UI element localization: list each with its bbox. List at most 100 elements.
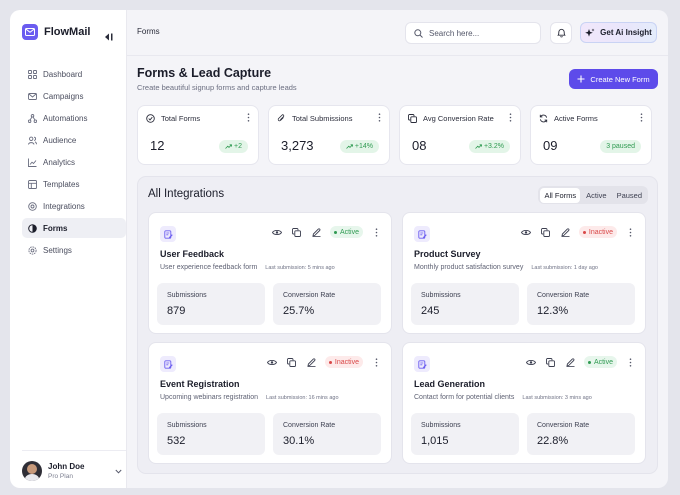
status-label: Active	[339, 228, 359, 236]
submissions-metric: Submissions 1,015	[411, 413, 519, 455]
sidebar-item-forms[interactable]: Forms	[22, 218, 126, 238]
stat-label: Avg Conversion Rate	[423, 114, 494, 123]
filter-active[interactable]: Active	[586, 190, 607, 200]
duplicate-icon[interactable]	[539, 225, 553, 239]
status-label: Inactive	[334, 358, 359, 366]
sidebar-item-label: Analytics	[43, 157, 76, 167]
metric-label: Conversion Rate	[537, 292, 590, 299]
form-card-product-survey[interactable]: Inactive Product Survey Monthly product …	[402, 212, 646, 334]
stat-value: 09	[543, 138, 558, 153]
sidebar-item-audience[interactable]: Audience	[22, 130, 126, 150]
plug-icon	[28, 201, 37, 211]
view-icon[interactable]	[270, 225, 284, 239]
trend-up-icon	[346, 144, 353, 149]
more-vertical-icon[interactable]	[369, 225, 383, 239]
app-name: FlowMail	[44, 26, 91, 38]
form-card-lead-generation[interactable]: Active Lead Generation Contact form for …	[402, 342, 646, 464]
sidebar-item-templates[interactable]: Templates	[22, 174, 126, 194]
trend-badge: +14%	[339, 140, 379, 153]
metric-label: Submissions	[421, 292, 461, 299]
workflow-icon	[28, 113, 37, 123]
trend-value: +2	[234, 143, 242, 150]
status-badge: Inactive	[578, 226, 617, 238]
edit-icon[interactable]	[305, 355, 319, 369]
stat-card-total-submissions: Total Submissions 3,273 +14%	[268, 105, 390, 165]
sidebar-item-dashboard[interactable]: Dashboard	[22, 64, 126, 84]
sidebar-item-label: Forms	[43, 223, 68, 233]
search-placeholder: Search here...	[429, 28, 480, 38]
trend-value: +14%	[354, 143, 373, 150]
metric-value: 879	[167, 305, 186, 317]
duplicate-icon[interactable]	[290, 225, 304, 239]
duplicate-icon[interactable]	[544, 355, 558, 369]
create-new-form-button[interactable]: Create New Form	[569, 69, 658, 89]
sidebar-item-label: Settings	[43, 245, 72, 255]
create-new-form-label: Create New Form	[590, 74, 650, 84]
more-vertical-icon[interactable]	[623, 225, 637, 239]
chevron-down-icon[interactable]	[115, 469, 122, 474]
conversion-metric: Conversion Rate 12.3%	[527, 283, 635, 325]
sidebar-item-settings[interactable]: Settings	[22, 240, 126, 260]
stat-value: 3,273	[281, 138, 314, 153]
trend-badge: +2	[219, 140, 248, 153]
form-card-user-feedback[interactable]: Active User Feedback User experience fee…	[148, 212, 392, 334]
edit-icon[interactable]	[559, 225, 573, 239]
search-input[interactable]: Search here...	[405, 22, 541, 44]
stat-label: Total Submissions	[292, 114, 353, 123]
more-vertical-icon[interactable]	[369, 355, 383, 369]
view-icon[interactable]	[519, 225, 533, 239]
form-description: Monthly product satisfaction survey	[414, 264, 524, 271]
filter-paused[interactable]: Paused	[616, 190, 642, 200]
gear-icon	[28, 245, 37, 255]
plus-icon	[577, 75, 585, 83]
filter-all-forms[interactable]: All Forms	[540, 187, 581, 203]
ai-insight-label: Get Ai Insight	[600, 28, 652, 37]
submissions-metric: Submissions 879	[157, 283, 265, 325]
duplicate-icon[interactable]	[285, 355, 299, 369]
submissions-metric: Submissions 245	[411, 283, 519, 325]
form-name: Event Registration	[160, 379, 240, 389]
edit-icon[interactable]	[564, 355, 578, 369]
status-badge: Active	[583, 356, 617, 368]
metric-value: 532	[167, 435, 186, 447]
bell-icon	[556, 28, 566, 38]
metric-value: 245	[421, 305, 440, 317]
sidebar-item-analytics[interactable]: Analytics	[22, 152, 126, 172]
sidebar-item-label: Integrations	[43, 201, 85, 211]
form-description: Upcoming webinars registration	[160, 394, 259, 401]
stat-card-active-forms: Active Forms 09 3 paused	[530, 105, 652, 165]
status-label: Active	[593, 358, 613, 366]
metric-label: Submissions	[421, 422, 461, 429]
edit-icon[interactable]	[310, 225, 324, 239]
metric-label: Submissions	[167, 292, 207, 299]
metric-label: Conversion Rate	[283, 292, 336, 299]
sidebar-item-integrations[interactable]: Integrations	[22, 196, 126, 216]
ai-insight-button[interactable]: Get Ai Insight	[580, 22, 657, 43]
form-icon	[28, 223, 37, 233]
sidebar-item-campaigns[interactable]: Campaigns	[22, 86, 126, 106]
metric-value: 1,015	[421, 435, 449, 447]
more-vertical-icon[interactable]	[509, 113, 512, 122]
user-profile[interactable]: John Doe Pro Plan	[22, 450, 126, 481]
view-icon[interactable]	[524, 355, 538, 369]
sidebar-item-label: Automations	[43, 113, 88, 123]
form-edit-icon	[414, 356, 430, 372]
more-vertical-icon[interactable]	[623, 355, 637, 369]
last-submission: Last submission: 1 day ago	[531, 265, 598, 271]
stat-label: Total Forms	[161, 114, 201, 123]
brand[interactable]: FlowMail	[22, 24, 90, 40]
breadcrumb[interactable]: Forms	[137, 27, 160, 36]
sidebar-item-label: Campaigns	[43, 91, 84, 101]
form-name: User Feedback	[160, 249, 225, 259]
more-vertical-icon[interactable]	[247, 113, 250, 122]
collapse-sidebar-icon[interactable]	[104, 28, 114, 46]
notifications-button[interactable]	[550, 22, 572, 44]
more-vertical-icon[interactable]	[640, 113, 643, 122]
view-icon[interactable]	[265, 355, 279, 369]
stat-card-total-forms: Total Forms 12 +2	[137, 105, 259, 165]
sidebar-item-automations[interactable]: Automations	[22, 108, 126, 128]
form-name: Product Survey	[414, 249, 481, 259]
metric-value: 25.7%	[283, 305, 315, 317]
more-vertical-icon[interactable]	[378, 113, 381, 122]
form-card-event-registration[interactable]: Inactive Event Registration Upcoming web…	[148, 342, 392, 464]
